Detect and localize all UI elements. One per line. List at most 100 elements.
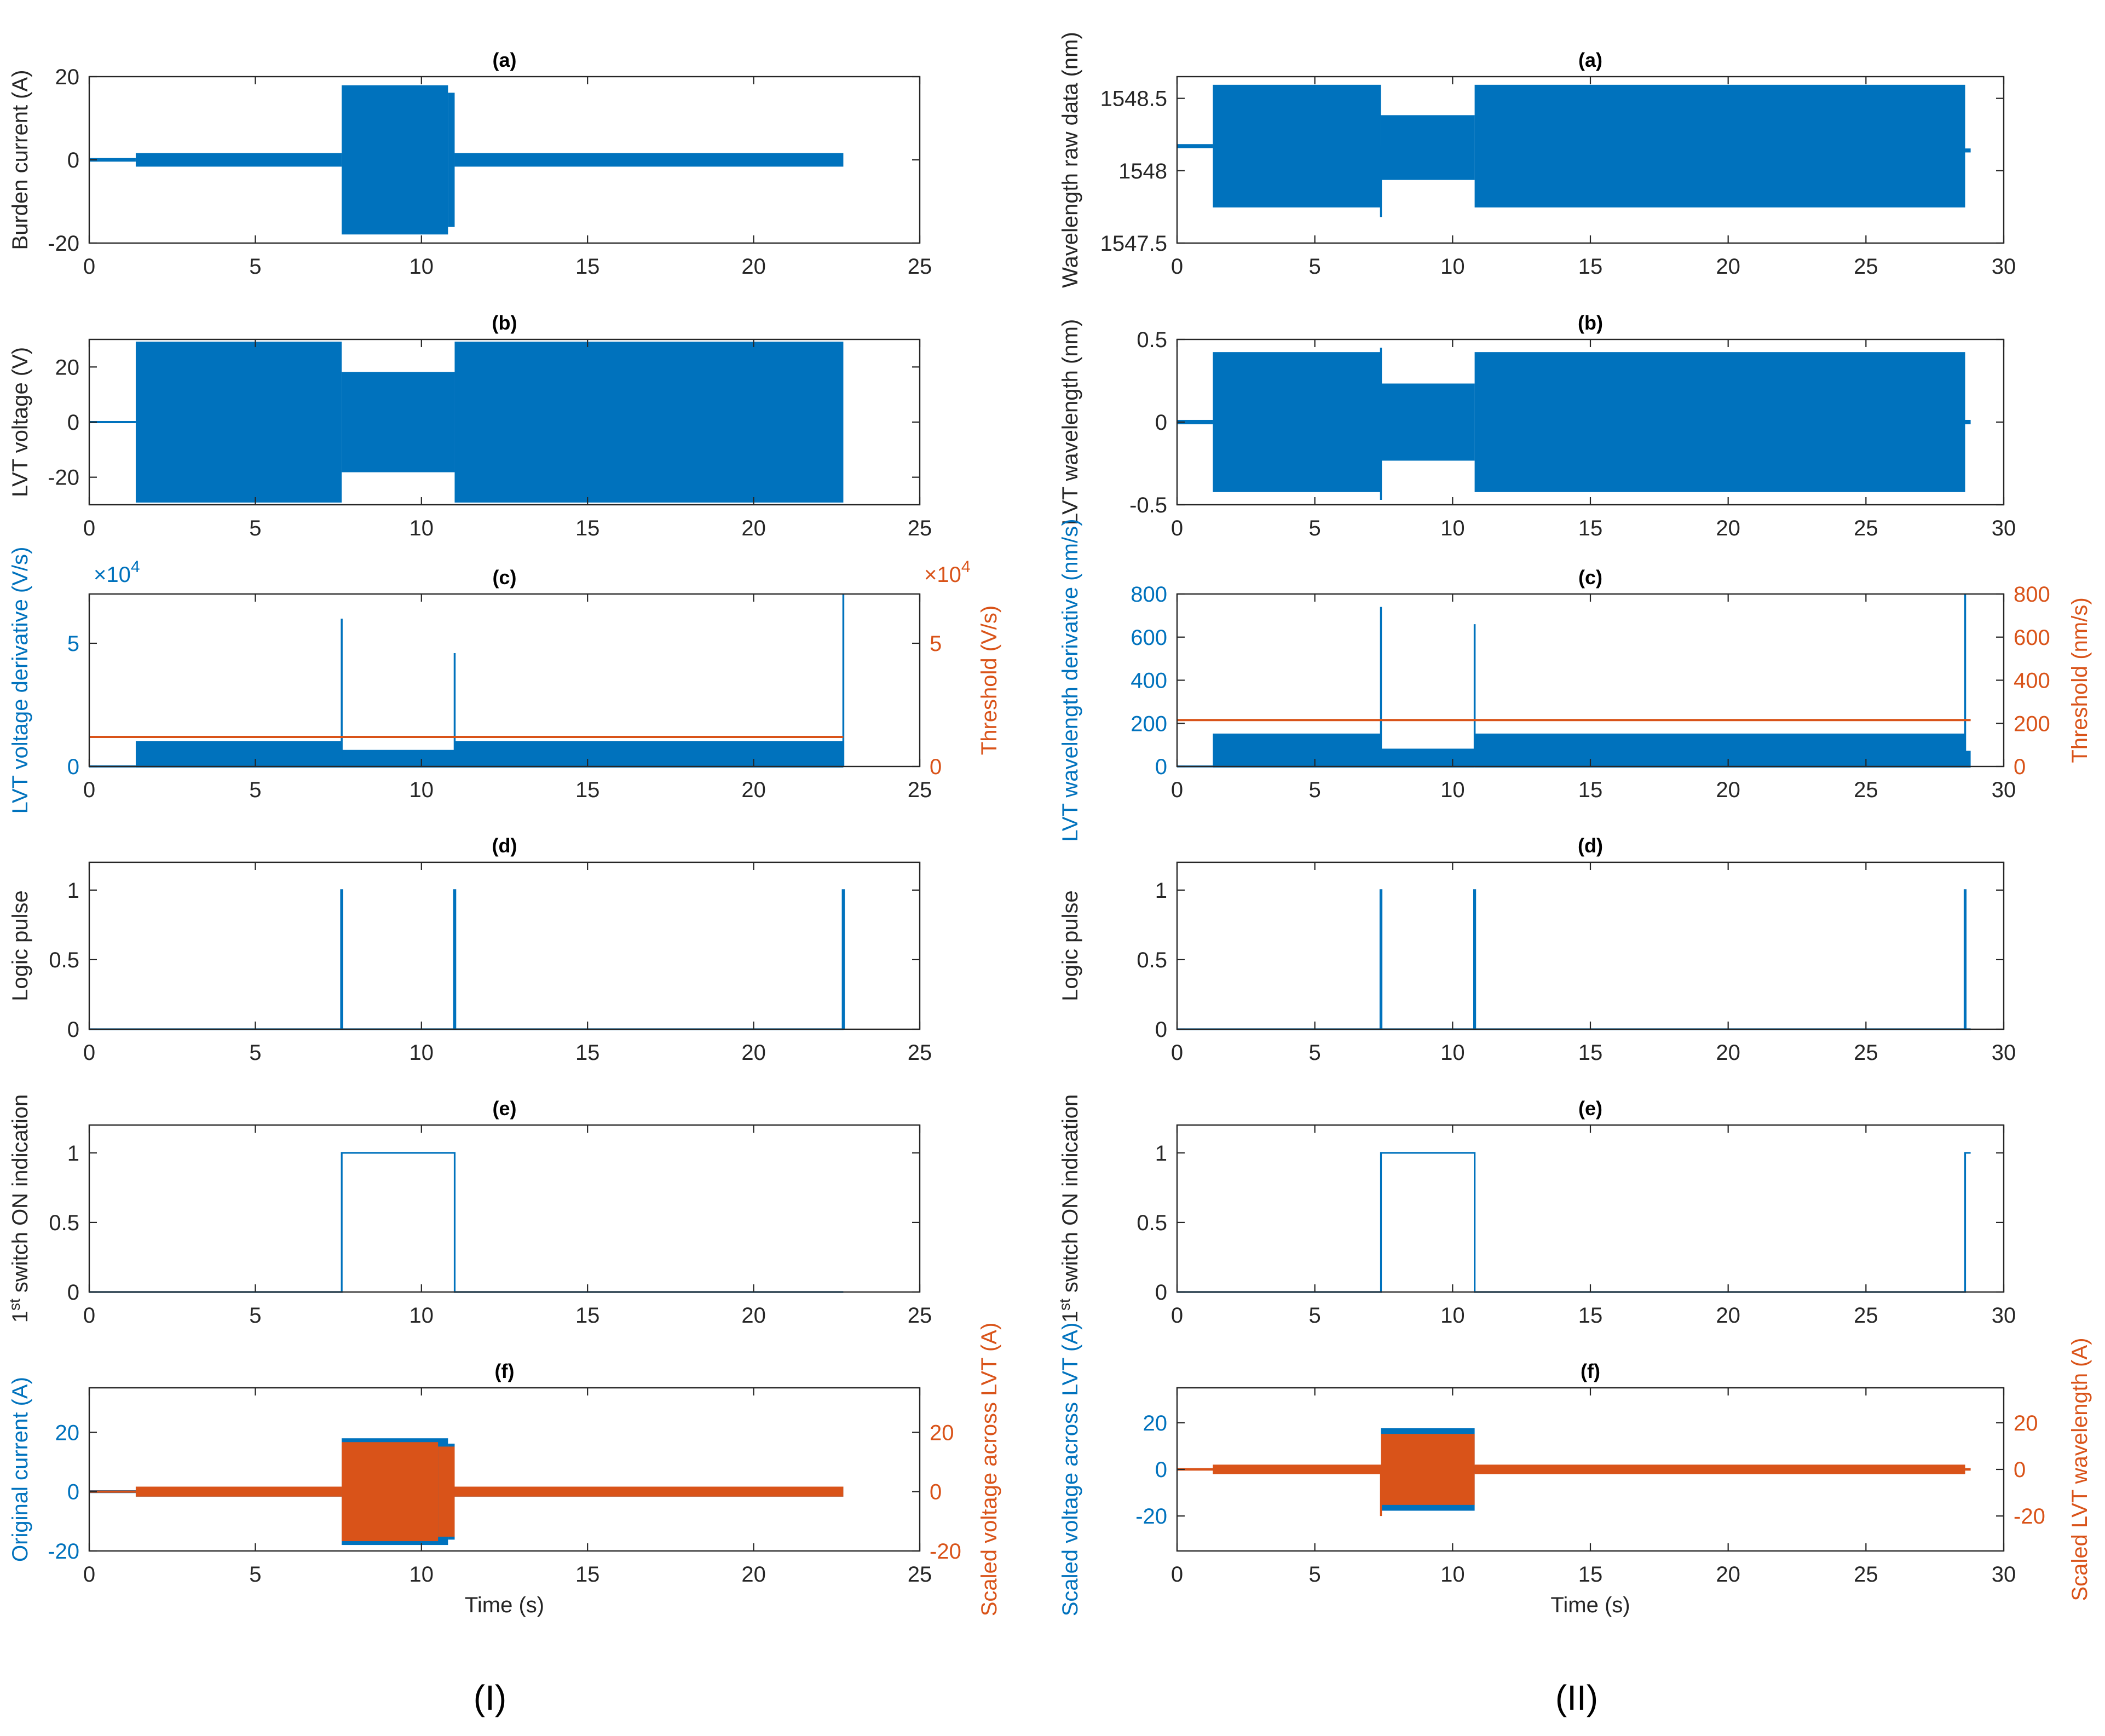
series-group — [89, 594, 845, 768]
x-tick-label: 0 — [1171, 1304, 1183, 1328]
series-1-band-2 — [135, 342, 342, 503]
x-tick-label: 0 — [83, 255, 95, 279]
x-tick-label: 0 — [83, 1041, 95, 1065]
y-tick-label: 20 — [55, 1421, 80, 1445]
x-tick-label: 25 — [1854, 1041, 1878, 1065]
axes-frame — [88, 1387, 921, 1552]
y-right-axis-label: Scaled voltage across LVT (A) — [977, 1323, 1001, 1617]
x-tick-label: 15 — [575, 1304, 600, 1328]
y-right-tick-label: 400 — [2014, 669, 2050, 693]
x-tick-label: 0 — [1171, 255, 1183, 279]
series-group — [89, 85, 844, 235]
y-axis-label: Scaled voltage across LVT (A) — [1058, 1323, 1082, 1617]
plot-box — [89, 862, 920, 1029]
y-right-tick-label: -20 — [2014, 1504, 2045, 1529]
x-tick-label: 15 — [575, 255, 600, 279]
x-tick-label: 20 — [1716, 1041, 1740, 1065]
series-1-band-2 — [1213, 84, 1381, 207]
series-2-band-1 — [1177, 1468, 1213, 1471]
x-tick-label: 10 — [410, 516, 434, 540]
y-right-tick-label: -20 — [930, 1539, 961, 1564]
y-right-tick-label: 0 — [2014, 1458, 2026, 1482]
y-exponent-right: ×104 — [924, 558, 971, 587]
axes-frame — [88, 1124, 921, 1293]
x-tick-label: 25 — [908, 255, 932, 279]
chart-title: (c) — [493, 566, 517, 589]
y-tick-label: 0 — [67, 148, 79, 172]
x-tick-label: 30 — [1992, 1562, 2016, 1587]
x-tick-label: 5 — [1309, 1304, 1321, 1328]
y-tick-label: 0 — [67, 755, 79, 779]
chart-title: (e) — [1578, 1097, 1602, 1120]
y-tick-label: -0.5 — [1129, 493, 1167, 517]
series-group — [1177, 1428, 1971, 1516]
panel-label-left: (I) — [474, 1678, 506, 1717]
chart-title: (a) — [1578, 49, 1602, 71]
series-2-band-4 — [438, 1446, 455, 1537]
x-tick-label: 10 — [1440, 1304, 1465, 1328]
x-tick-label: 25 — [908, 516, 932, 540]
series-1-band-2 — [135, 153, 342, 167]
y-tick-label: 0.5 — [49, 948, 79, 972]
chart-title: (c) — [1578, 566, 1602, 589]
chart-II-d: 0 5 10 15 20 25 30 0 0.5 1 (d) Logic pulse — [1058, 834, 2016, 1065]
x-tick-label: 5 — [249, 255, 261, 279]
y-tick-label: 0 — [67, 1480, 79, 1504]
y-tick-label: 0.5 — [1137, 328, 1167, 352]
y-tick-label: 1 — [1155, 879, 1167, 903]
series-1-band-3 — [342, 372, 455, 472]
y-right-axis-label: Scaled LVT wavelength (A) — [2068, 1338, 2092, 1601]
y-tick-label: 5 — [67, 632, 79, 656]
chart-I-e: 0 5 10 15 20 25 0 0.5 1 (e) 1st switch ON indicati… — [6, 1094, 932, 1328]
x-tick-label: 25 — [1854, 1304, 1878, 1328]
series-1-line — [1177, 889, 1971, 1030]
x-tick-label: 5 — [1309, 516, 1321, 540]
series-2-band-5 — [1965, 1468, 1971, 1471]
x-axis-label: Time (s) — [465, 1593, 544, 1617]
y-right-tick-label: 5 — [930, 632, 942, 656]
y-tick-label: -20 — [48, 466, 79, 490]
series-1-band-1 — [89, 158, 136, 162]
y-axis-label: LVT voltage derivative (V/s) — [8, 547, 32, 814]
x-tick-label: 10 — [1440, 778, 1465, 802]
y-tick-label: 20 — [55, 65, 80, 89]
plot-box — [89, 1125, 920, 1292]
x-tick-label: 5 — [1309, 1041, 1321, 1065]
series-1-band-1 — [1177, 419, 1213, 425]
chart-title: (e) — [493, 1097, 517, 1120]
y-right-tick-label: 20 — [2014, 1411, 2038, 1435]
x-tick-label: 25 — [908, 1562, 932, 1587]
x-tick-label: 15 — [1578, 1041, 1603, 1065]
x-tick-label: 30 — [1992, 778, 2016, 802]
y-axis-label: LVT wavelength derivative (nm/s) — [1058, 519, 1082, 842]
series-group — [89, 342, 844, 503]
y-tick-label: 20 — [55, 355, 80, 379]
series-group — [89, 889, 845, 1030]
x-tick-label: 20 — [1716, 778, 1740, 802]
x-tick-label: 30 — [1992, 1304, 2016, 1328]
y-axis-label: Original current (A) — [8, 1377, 32, 1562]
y-tick-label: 1 — [1155, 1141, 1167, 1166]
series-1-band-4 — [1474, 84, 1965, 207]
y-right-axis-label: Threshold (nm/s) — [2068, 597, 2092, 763]
x-tick-label: 0 — [83, 516, 95, 540]
x-tick-label: 0 — [1171, 1041, 1183, 1065]
series-1-band-4 — [454, 342, 844, 503]
x-tick-label: 0 — [83, 1304, 95, 1328]
x-tick-label: 20 — [741, 1562, 766, 1587]
y-exponent-left: ×104 — [94, 558, 140, 587]
x-tick-label: 25 — [1854, 778, 1878, 802]
y-tick-label: -20 — [48, 232, 79, 256]
x-tick-label: 20 — [741, 516, 766, 540]
series-1-band-3 — [1381, 748, 1475, 768]
y-axis-label: Logic pulse — [8, 890, 32, 1001]
x-tick-label: 15 — [1578, 1562, 1603, 1587]
x-tick-label: 15 — [575, 1041, 600, 1065]
plot-box — [1177, 1125, 2004, 1292]
chart-title: (f) — [495, 1360, 515, 1382]
y-right-tick-label: 0 — [2014, 755, 2026, 779]
chart-II-e: 0 5 10 15 20 25 30 0 0.5 1 (e) 1st switch ON indica… — [1056, 1094, 2016, 1328]
series-1-band-4 — [1474, 352, 1965, 492]
series-2-band-1 — [89, 1490, 136, 1493]
